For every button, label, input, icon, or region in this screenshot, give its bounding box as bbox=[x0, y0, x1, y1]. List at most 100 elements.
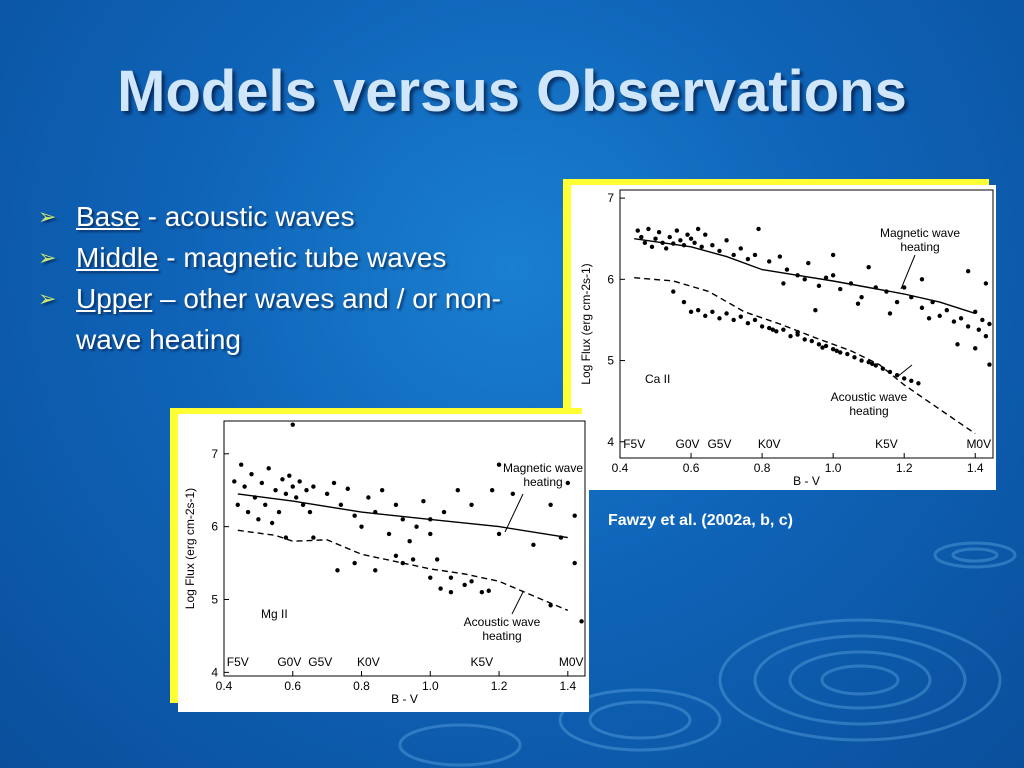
data-point bbox=[870, 361, 875, 366]
data-point bbox=[266, 466, 271, 471]
y-tick-label: 4 bbox=[211, 665, 218, 679]
data-point bbox=[455, 488, 460, 493]
data-point bbox=[781, 327, 786, 332]
data-point bbox=[273, 488, 278, 493]
data-point bbox=[965, 269, 971, 274]
data-point bbox=[414, 524, 419, 529]
data-point bbox=[901, 285, 907, 290]
data-point bbox=[681, 299, 687, 305]
data-point bbox=[249, 471, 254, 477]
data-point bbox=[745, 256, 751, 262]
bullet-middle: ➢ Middle - magnetic tube waves bbox=[38, 237, 558, 278]
data-point bbox=[692, 240, 697, 245]
data-point bbox=[486, 588, 491, 593]
x-tick-label: 0.4 bbox=[216, 679, 233, 693]
chart-panel-ca: 0.4 0.6 0.8 1.0 1.2 1.4 4 5 6 7 B - V Log Flux (erg… bbox=[571, 185, 996, 490]
data-point bbox=[438, 586, 443, 591]
data-point bbox=[642, 240, 648, 245]
data-point bbox=[469, 579, 474, 584]
x-tick-label: 1.0 bbox=[825, 461, 842, 475]
data-point bbox=[428, 575, 433, 580]
data-point bbox=[335, 568, 340, 573]
data-point bbox=[283, 535, 289, 540]
data-point bbox=[373, 568, 378, 573]
spectral-type-label: M0V bbox=[559, 655, 584, 669]
data-point bbox=[859, 295, 864, 300]
annotation-label: Magnetic wave bbox=[503, 461, 583, 475]
x-tick-label: 1.2 bbox=[896, 461, 913, 475]
arrow-bullet-icon: ➢ bbox=[38, 204, 57, 229]
data-point bbox=[441, 509, 447, 515]
data-point bbox=[232, 479, 237, 484]
data-point bbox=[656, 230, 662, 235]
arrow-bullet-icon: ➢ bbox=[38, 286, 57, 311]
data-point bbox=[724, 311, 729, 316]
data-point bbox=[717, 248, 722, 254]
data-point bbox=[242, 484, 247, 489]
data-point bbox=[937, 313, 942, 319]
chart-mg-ii: 0.4 0.6 0.8 1.0 1.2 1.4 4 5 6 7 B - V Log Flux (erg… bbox=[183, 420, 586, 706]
plot-frame bbox=[619, 189, 994, 459]
y-tick-label: 6 bbox=[211, 520, 218, 534]
data-point bbox=[311, 535, 316, 540]
data-point bbox=[462, 582, 467, 588]
data-point bbox=[300, 502, 306, 507]
data-point bbox=[767, 259, 772, 264]
data-point bbox=[646, 226, 651, 232]
data-point bbox=[703, 232, 708, 237]
data-point bbox=[855, 301, 861, 306]
data-point bbox=[738, 246, 743, 251]
data-point bbox=[663, 246, 669, 251]
data-point bbox=[838, 350, 843, 355]
data-point bbox=[688, 236, 694, 241]
data-point bbox=[756, 226, 761, 232]
data-point bbox=[813, 307, 818, 313]
data-point bbox=[379, 488, 385, 493]
data-point bbox=[639, 234, 644, 240]
data-point bbox=[845, 351, 850, 357]
data-point bbox=[297, 479, 302, 484]
x-tick-label: 1.2 bbox=[491, 679, 508, 693]
data-point bbox=[976, 327, 981, 332]
annotation-pointer bbox=[511, 591, 524, 615]
x-tick-label: 1.4 bbox=[967, 461, 984, 475]
data-point bbox=[685, 232, 690, 237]
data-point bbox=[830, 346, 836, 352]
y-tick-label: 5 bbox=[607, 354, 614, 368]
data-point bbox=[338, 502, 344, 507]
data-point bbox=[572, 560, 577, 566]
data-point bbox=[830, 252, 836, 258]
data-point bbox=[980, 317, 985, 323]
annotation-label: heating bbox=[849, 404, 888, 418]
data-point bbox=[238, 462, 244, 467]
spectral-type-label: F5V bbox=[623, 437, 645, 451]
data-point bbox=[916, 381, 921, 386]
ion-label: Ca II bbox=[645, 372, 670, 386]
data-point bbox=[410, 557, 416, 562]
data-point bbox=[496, 462, 502, 467]
data-point bbox=[331, 480, 337, 486]
y-axis-title: Log Flux (erg cm-2s-1) bbox=[579, 263, 593, 384]
spectral-type-label: M0V bbox=[966, 437, 991, 451]
data-point bbox=[294, 495, 299, 500]
data-point bbox=[887, 311, 893, 316]
annotation-pointer bbox=[896, 364, 913, 378]
data-point bbox=[678, 238, 683, 243]
data-point bbox=[820, 345, 825, 350]
data-point bbox=[703, 313, 708, 319]
data-point bbox=[774, 329, 779, 334]
data-point bbox=[759, 324, 765, 329]
data-point bbox=[283, 491, 289, 497]
spectral-type-label: K0V bbox=[758, 437, 781, 451]
data-point bbox=[649, 244, 655, 250]
data-point bbox=[688, 309, 694, 315]
data-point bbox=[752, 317, 758, 323]
slide-title: Models versus Observations bbox=[117, 59, 907, 124]
data-point bbox=[926, 316, 932, 321]
data-point bbox=[565, 480, 571, 486]
chart-panel-mg: 0.4 0.6 0.8 1.0 1.2 1.4 4 5 6 7 B - V Log Flux (erg… bbox=[178, 414, 589, 712]
annotation-label: heating bbox=[900, 240, 939, 254]
y-tick-label: 4 bbox=[607, 435, 614, 449]
data-point bbox=[276, 509, 282, 515]
data-point bbox=[745, 320, 751, 326]
